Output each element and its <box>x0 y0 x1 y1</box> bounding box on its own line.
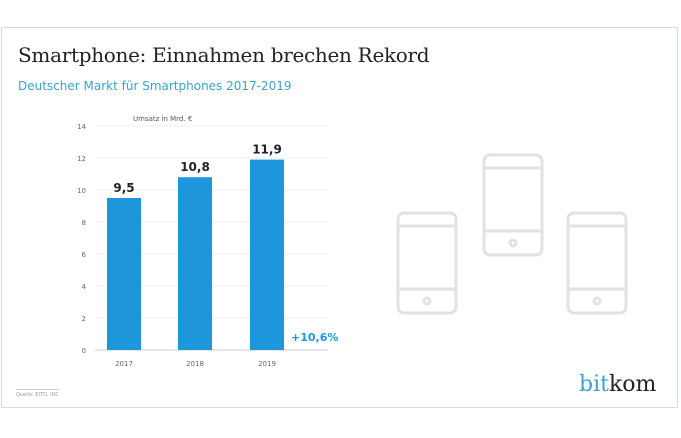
y-tick-label: 2 <box>82 315 86 323</box>
value-label: 9,5 <box>113 181 134 195</box>
logo-part1: bit <box>579 372 609 397</box>
y-tick-label: 12 <box>77 155 86 163</box>
x-tick-label: 2017 <box>115 360 133 368</box>
value-label: 11,9 <box>252 143 282 157</box>
x-tick-label: 2019 <box>258 360 276 368</box>
x-tick-label: 2018 <box>186 360 204 368</box>
infographic-card <box>1 27 678 408</box>
value-label: 10,8 <box>180 160 210 174</box>
y-tick-label: 10 <box>77 187 86 195</box>
y-tick-label: 8 <box>82 219 86 227</box>
y-tick-label: 4 <box>82 283 87 291</box>
phone-icon <box>396 211 458 315</box>
logo-part2: kom <box>608 372 657 397</box>
phone-icons <box>396 153 628 315</box>
phone-icon <box>482 153 544 257</box>
y-tick-label: 14 <box>77 123 86 131</box>
source-note: Quelle: EITO, IDC <box>16 389 59 398</box>
phone-icon <box>566 211 628 315</box>
y-tick-label: 6 <box>82 251 87 259</box>
subtitle: Deutscher Markt für Smartphones 2017-201… <box>18 79 292 93</box>
y-tick-label: 0 <box>82 347 86 355</box>
bitkom-logo: bitkom <box>579 372 656 397</box>
y-axis-label: Umsatz in Mrd. € <box>133 115 192 123</box>
bar-2019 <box>250 159 284 350</box>
growth-annotation: +10,6% <box>291 331 338 344</box>
bar-2018 <box>178 177 212 350</box>
page-title: Smartphone: Einnahmen brechen Rekord <box>18 43 430 67</box>
bar-2017 <box>107 198 141 350</box>
